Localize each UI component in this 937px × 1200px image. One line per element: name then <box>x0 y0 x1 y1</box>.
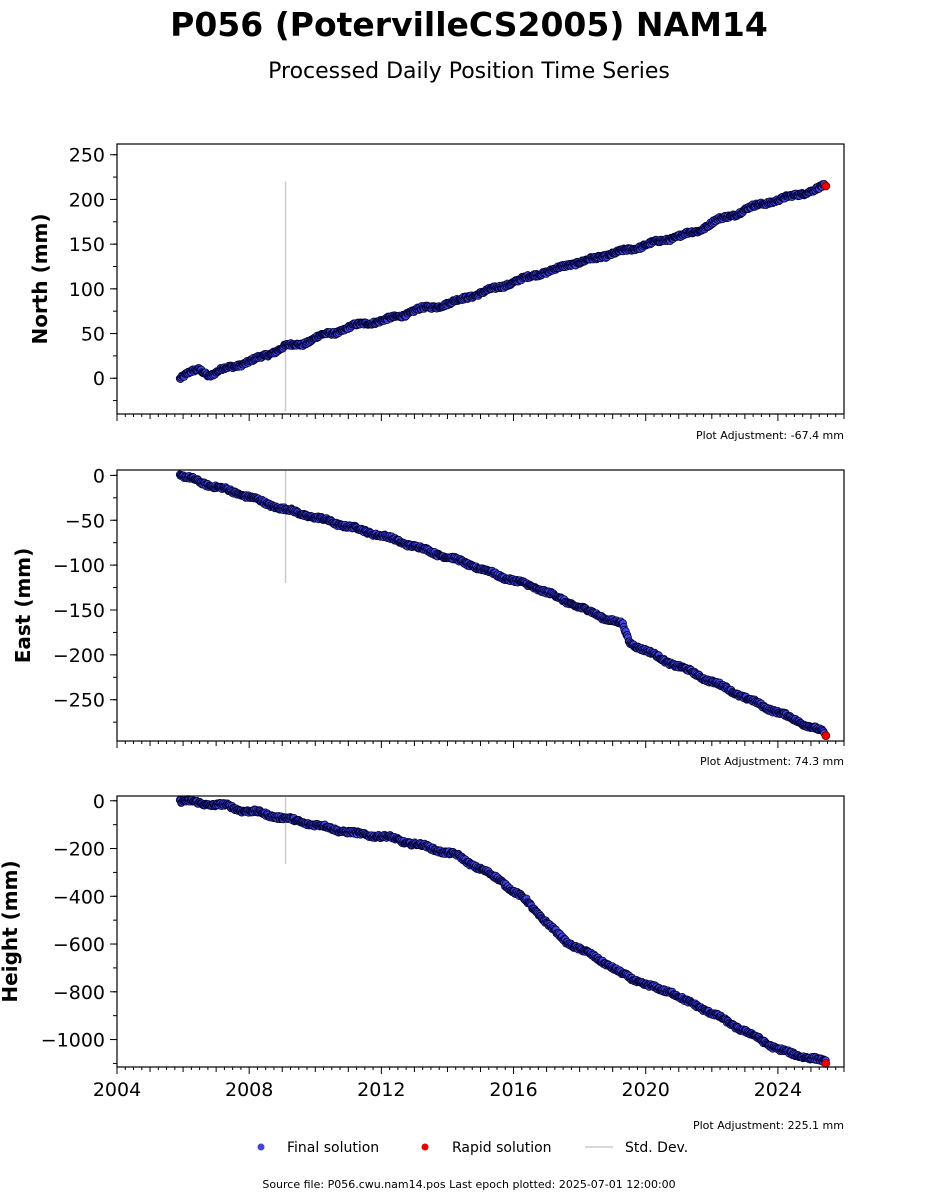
legend-rapid-marker <box>421 1143 429 1151</box>
height-plot-adjustment: Plot Adjustment: 225.1 mm <box>693 1119 844 1132</box>
east-y-tick-label: −200 <box>53 645 105 667</box>
height-final-series <box>175 795 830 1066</box>
height-y-tick-label: −800 <box>53 982 105 1004</box>
east-y-tick-label: −250 <box>53 690 105 712</box>
height-y-tick-label: −400 <box>53 886 105 908</box>
north-y-tick-label: 250 <box>69 145 105 167</box>
height-x-tick-label: 2024 <box>754 1079 802 1101</box>
height-x-tick-label: 2004 <box>93 1079 141 1101</box>
north-rapid-point <box>821 181 831 191</box>
legend-final-label: Final solution <box>287 1140 379 1156</box>
height-y-tick-label: 0 <box>93 791 105 813</box>
north-plot-adjustment: Plot Adjustment: -67.4 mm <box>696 429 844 442</box>
north-y-tick-label: 50 <box>81 324 105 346</box>
north-axes-frame <box>116 143 845 415</box>
east-y-tick-label: −50 <box>65 510 105 532</box>
height-y-axis-label: Height (mm) <box>0 860 22 1002</box>
height-x-tick-label: 2008 <box>225 1079 273 1101</box>
height-y-tick-label: −200 <box>53 839 105 861</box>
east-y-tick-label: 0 <box>93 465 105 487</box>
east-final-series <box>175 470 829 738</box>
height-y-tick-label: −600 <box>53 934 105 956</box>
east-y-axis-label: East (mm) <box>11 548 35 664</box>
east-plot-adjustment: Plot Adjustment: 74.3 mm <box>700 755 844 768</box>
height-rapid-point <box>821 1059 831 1068</box>
height-panel: 2004 2008 2012 2016 2020 2024 0 −200 −400 −600 −80… <box>0 791 845 1132</box>
east-y-tick-label: −150 <box>53 600 105 622</box>
page-title: P056 (PotervilleCS2005) NAM14 <box>170 5 768 44</box>
legend-rapid-label: Rapid solution <box>452 1140 552 1156</box>
north-panel: 0 50 100 150 200 250 North (mm) Plot Adjustment… <box>28 143 845 442</box>
north-y-tick-label: 200 <box>69 189 105 211</box>
height-x-tick-label: 2012 <box>357 1079 405 1101</box>
legend: Final solution Rapid solution Std. Dev. <box>257 1140 688 1156</box>
height-x-tick-label: 2016 <box>489 1079 537 1101</box>
source-footer: Source file: P056.cwu.nam14.pos Last epo… <box>262 1178 675 1191</box>
legend-stddev-label: Std. Dev. <box>625 1140 688 1156</box>
north-y-tick-label: 100 <box>69 279 105 301</box>
east-panel: 0 −50 −100 −150 −200 −250 East (mm) Plot Adjust… <box>11 465 845 768</box>
height-y-tick-label: −1000 <box>41 1030 105 1052</box>
north-y-axis-label: North (mm) <box>28 213 52 344</box>
north-final-series <box>175 179 829 383</box>
north-y-tick-label: 150 <box>69 234 105 256</box>
east-y-tick-label: −100 <box>53 555 105 577</box>
height-x-tick-label: 2020 <box>622 1079 670 1101</box>
page-subtitle: Processed Daily Position Time Series <box>268 59 670 84</box>
north-y-tick-label: 0 <box>93 368 105 390</box>
legend-final-marker <box>257 1143 265 1151</box>
east-axes-frame <box>116 469 845 742</box>
east-rapid-point <box>821 731 831 740</box>
